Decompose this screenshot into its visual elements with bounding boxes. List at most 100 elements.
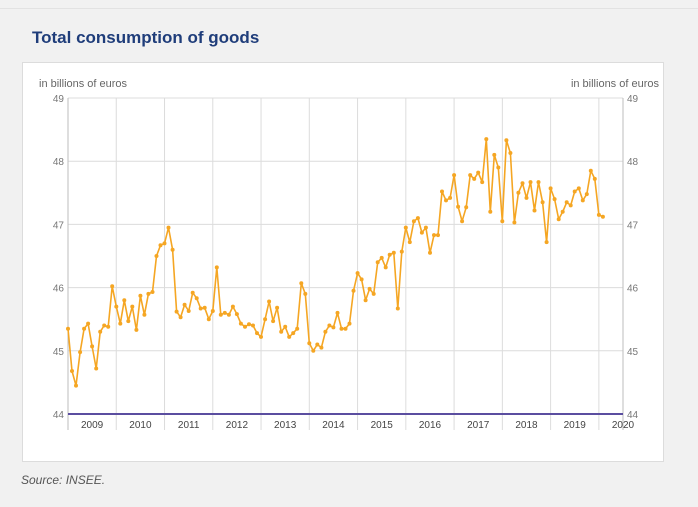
y-tick-label-left: 46 xyxy=(53,284,65,295)
data-point xyxy=(520,181,525,186)
data-point xyxy=(572,189,577,194)
x-tick-label: 2012 xyxy=(226,420,249,431)
data-point xyxy=(331,325,336,330)
x-tick-label: 2018 xyxy=(515,420,538,431)
data-point xyxy=(351,288,356,293)
y-axis-label-right: in billions of euros xyxy=(571,78,660,90)
data-point xyxy=(251,323,255,328)
data-point xyxy=(423,225,428,230)
data-point xyxy=(150,290,155,294)
data-point xyxy=(66,326,70,331)
data-point xyxy=(178,315,183,320)
data-point xyxy=(299,281,304,286)
y-tick-label-left: 47 xyxy=(53,220,65,231)
data-point xyxy=(106,324,111,329)
data-point xyxy=(291,331,296,336)
data-point xyxy=(540,200,545,205)
series-line xyxy=(67,138,604,387)
data-point xyxy=(255,331,259,336)
data-point xyxy=(174,309,179,314)
data-point xyxy=(480,180,485,185)
x-tick-label: 2013 xyxy=(274,420,297,431)
data-point xyxy=(267,299,272,304)
data-point xyxy=(283,324,288,329)
data-point xyxy=(363,298,368,303)
data-point xyxy=(476,170,481,175)
chart-title: Total consumption of goods xyxy=(32,28,260,47)
data-point xyxy=(142,312,147,317)
grid-layer xyxy=(67,97,624,430)
data-point xyxy=(82,326,87,331)
data-point xyxy=(186,309,191,313)
data-point xyxy=(580,198,585,203)
y-tick-label-right: 45 xyxy=(627,347,639,358)
data-point xyxy=(347,321,352,326)
data-point xyxy=(516,190,521,195)
data-point xyxy=(468,173,473,178)
data-point xyxy=(94,366,99,371)
x-tick-label: 2009 xyxy=(81,420,104,431)
data-point xyxy=(544,240,549,245)
data-point xyxy=(74,383,78,388)
data-point xyxy=(190,290,195,295)
data-point xyxy=(600,214,605,219)
data-point xyxy=(182,302,187,307)
data-point xyxy=(460,219,465,224)
data-point xyxy=(395,306,400,311)
data-point xyxy=(440,189,444,194)
data-point xyxy=(243,324,247,329)
data-point xyxy=(198,306,203,311)
data-point xyxy=(102,323,107,328)
data-point xyxy=(210,309,215,313)
y-tick-label-left: 44 xyxy=(53,410,65,421)
data-point xyxy=(556,217,561,222)
data-point xyxy=(118,321,123,326)
line-chart: in billions of euros in billions of euro… xyxy=(39,78,660,431)
data-point xyxy=(568,203,573,208)
data-point xyxy=(383,265,388,270)
data-point xyxy=(311,348,316,353)
data-point xyxy=(218,312,223,317)
data-point xyxy=(532,208,537,213)
data-point xyxy=(375,260,380,265)
data-point xyxy=(436,233,440,238)
data-point xyxy=(234,312,239,317)
data-point xyxy=(512,220,517,225)
data-point xyxy=(295,326,300,331)
y-tick-label-left: 49 xyxy=(53,94,65,105)
data-point xyxy=(166,225,171,230)
x-tick-label: 2017 xyxy=(467,420,490,431)
data-point xyxy=(411,219,416,224)
data-point xyxy=(146,291,151,296)
data-point xyxy=(528,180,533,185)
data-point xyxy=(448,195,453,200)
data-point xyxy=(592,176,597,181)
data-point xyxy=(247,322,251,327)
data-point xyxy=(524,195,529,200)
data-point xyxy=(263,317,268,322)
y-tick-label-left: 45 xyxy=(53,347,65,358)
data-point xyxy=(588,168,593,173)
data-point xyxy=(130,304,135,309)
data-point xyxy=(158,243,163,248)
data-point xyxy=(492,152,497,157)
page-top-strip xyxy=(0,0,698,9)
data-point xyxy=(371,291,376,296)
data-point xyxy=(287,334,292,339)
data-point xyxy=(114,304,119,309)
y-tick-label-right: 48 xyxy=(627,157,639,168)
data-point xyxy=(379,255,384,260)
data-point xyxy=(419,230,424,235)
data-point xyxy=(399,249,404,254)
data-point xyxy=(259,334,263,339)
data-point xyxy=(126,319,131,324)
x-tick-label: 2014 xyxy=(322,420,345,431)
x-tick-label: 2015 xyxy=(371,420,394,431)
data-point xyxy=(407,240,412,245)
data-point xyxy=(355,271,360,276)
data-point xyxy=(343,326,348,331)
y-tick-label-left: 48 xyxy=(53,157,65,168)
data-point xyxy=(206,317,211,322)
data-point xyxy=(222,310,227,315)
data-point xyxy=(323,329,328,334)
